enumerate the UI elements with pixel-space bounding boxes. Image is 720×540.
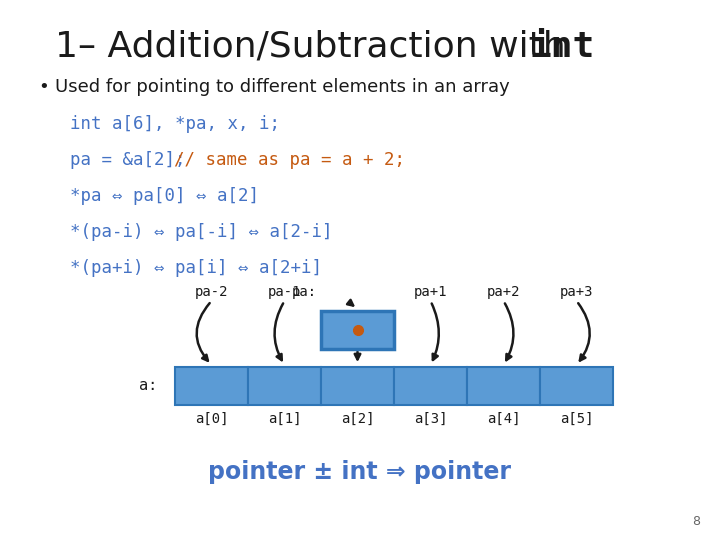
FancyBboxPatch shape <box>321 367 394 405</box>
Text: pa-1: pa-1 <box>268 285 301 299</box>
Text: a[0]: a[0] <box>194 412 228 426</box>
Text: pa:: pa: <box>292 285 317 299</box>
Text: •: • <box>38 78 49 96</box>
Text: // same as pa = a + 2;: // same as pa = a + 2; <box>153 151 405 169</box>
Text: 8: 8 <box>692 515 700 528</box>
FancyBboxPatch shape <box>321 311 394 349</box>
Text: int a[6], *pa, x, i;: int a[6], *pa, x, i; <box>70 115 280 133</box>
Text: a:: a: <box>139 379 157 394</box>
Text: a[3]: a[3] <box>414 412 447 426</box>
FancyBboxPatch shape <box>175 367 248 405</box>
Text: a[2]: a[2] <box>341 412 374 426</box>
Text: pa+1: pa+1 <box>414 285 447 299</box>
Text: Used for pointing to different elements in an array: Used for pointing to different elements … <box>55 78 510 96</box>
Text: a[1]: a[1] <box>268 412 301 426</box>
FancyBboxPatch shape <box>248 367 321 405</box>
Text: *pa ⇔ pa[0] ⇔ a[2]: *pa ⇔ pa[0] ⇔ a[2] <box>70 187 259 205</box>
Text: pa+2: pa+2 <box>487 285 521 299</box>
Text: pointer ± int ⇒ pointer: pointer ± int ⇒ pointer <box>209 460 511 484</box>
Text: pa+3: pa+3 <box>559 285 593 299</box>
Text: *(pa-i) ⇔ pa[-i] ⇔ a[2-i]: *(pa-i) ⇔ pa[-i] ⇔ a[2-i] <box>70 223 333 241</box>
Text: a[4]: a[4] <box>487 412 521 426</box>
FancyBboxPatch shape <box>540 367 613 405</box>
Text: 1– Addition/Subtraction with: 1– Addition/Subtraction with <box>55 30 577 64</box>
FancyBboxPatch shape <box>394 367 467 405</box>
Text: a[5]: a[5] <box>559 412 593 426</box>
Text: pa = &a[2];: pa = &a[2]; <box>70 151 186 169</box>
Text: int: int <box>530 30 595 64</box>
Text: pa-2: pa-2 <box>194 285 228 299</box>
Text: *(pa+i) ⇔ pa[i] ⇔ a[2+i]: *(pa+i) ⇔ pa[i] ⇔ a[2+i] <box>70 259 322 277</box>
FancyBboxPatch shape <box>467 367 540 405</box>
